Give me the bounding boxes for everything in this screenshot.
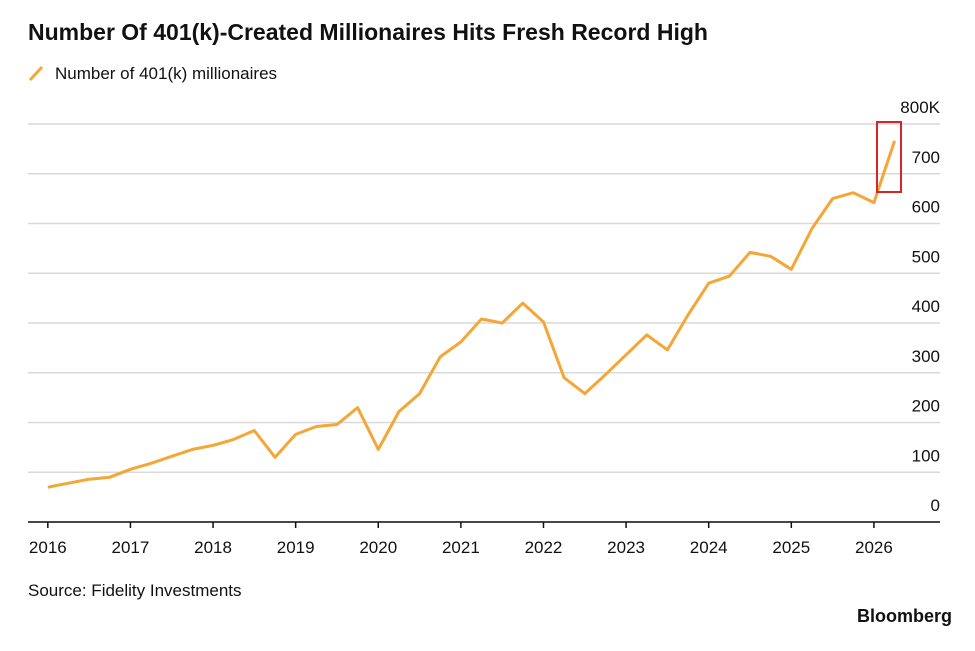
x-tick-label: 2020 <box>359 538 397 557</box>
x-tick-label: 2026 <box>855 538 893 557</box>
y-tick-label: 0 <box>931 496 940 515</box>
plot-area: 0 100 200 300 400 500 600 700 800K 2016 2017 2018 20… <box>28 98 941 557</box>
data-line <box>47 140 897 489</box>
x-tick-label: 2025 <box>772 538 810 557</box>
y-tick-label: 500 <box>912 247 940 266</box>
x-tick-label: 2018 <box>194 538 232 557</box>
x-tick-label: 2016 <box>29 538 67 557</box>
x-tick-label: 2023 <box>607 538 645 557</box>
y-tick-label: 600 <box>912 198 940 217</box>
brand: Bloomberg <box>857 606 952 626</box>
x-tick-label: 2024 <box>690 538 728 557</box>
y-tick-label: 400 <box>912 297 940 316</box>
x-tick-label: 2022 <box>525 538 563 557</box>
y-tick-label: 100 <box>912 446 940 465</box>
highlight-box <box>876 121 902 193</box>
source: Source: Fidelity Investments <box>28 581 242 600</box>
legend-label: Number of 401(k) millionaires <box>55 64 277 83</box>
chart-title: Number Of 401(k)-Created Millionaires Hi… <box>28 19 708 45</box>
x-tick-label: 2021 <box>442 538 480 557</box>
y-tick-label: 700 <box>912 148 940 167</box>
y-tick-label: 200 <box>912 397 940 416</box>
y-tick-label: 800K <box>900 98 940 117</box>
legend-swatch <box>28 65 44 82</box>
y-tick-label: 300 <box>912 347 940 366</box>
x-tick-label: 2019 <box>277 538 315 557</box>
x-tick-label: 2017 <box>112 538 150 557</box>
